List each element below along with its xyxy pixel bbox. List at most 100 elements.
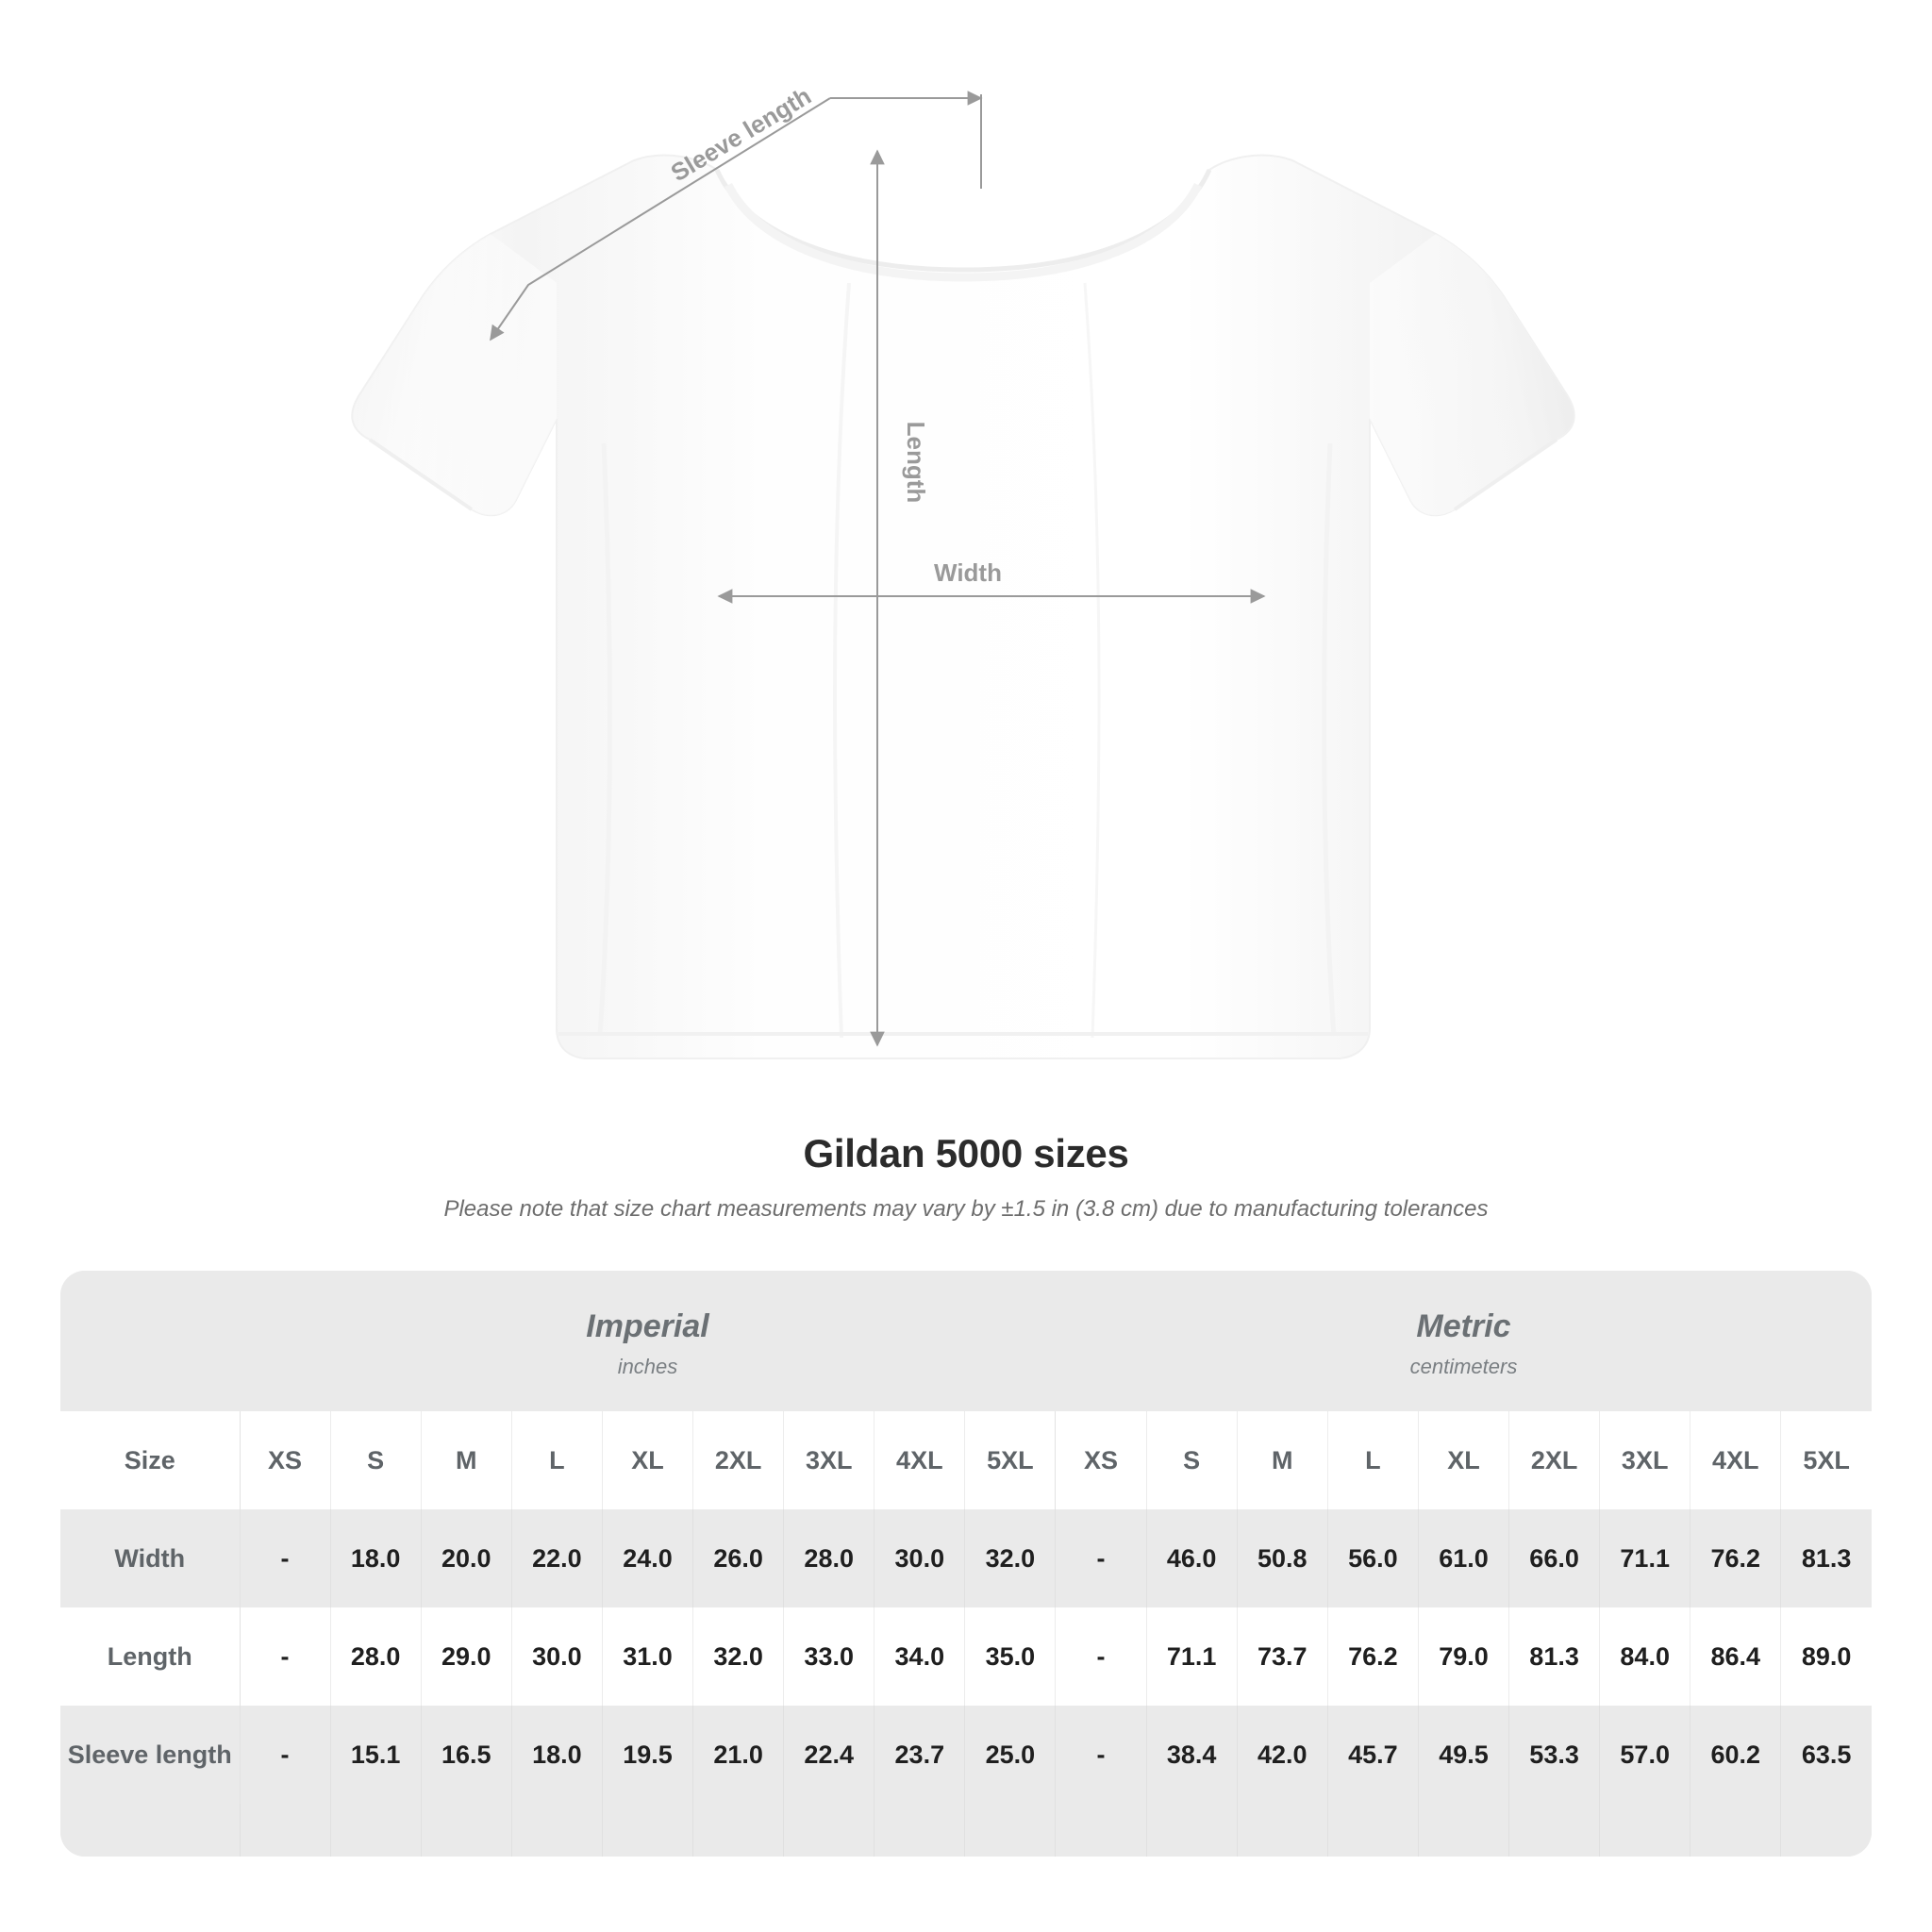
unit-name-metric: Metric	[1416, 1308, 1511, 1344]
unit-header-row: Imperial inches Metric centimeters	[60, 1271, 1872, 1412]
size-header-imperial-s: S	[330, 1411, 422, 1510]
cell-sleeve-imperial-2xl: 21.0	[692, 1706, 785, 1805]
size-header-imperial-2xl: 2XL	[692, 1411, 785, 1510]
unit-name-imperial: Imperial	[586, 1308, 709, 1344]
size-table: Imperial inches Metric centimeters Size …	[60, 1271, 1872, 1857]
cell-length-imperial-3xl: 33.0	[783, 1607, 875, 1707]
size-header-metric-2xl: 2XL	[1508, 1411, 1601, 1510]
size-header-imperial-xs: XS	[240, 1411, 331, 1510]
tshirt-measurement-diagram: Sleeve length Length Width	[351, 81, 1575, 1059]
cell-sleeve-imperial-4xl: 23.7	[874, 1706, 966, 1805]
unit-header-imperial: Imperial inches	[240, 1271, 1056, 1412]
size-header-metric-5xl: 5XL	[1780, 1411, 1872, 1510]
cell-length-metric-5xl: 89.0	[1780, 1607, 1872, 1707]
cell-width-imperial-4xl: 30.0	[874, 1509, 966, 1608]
cell-width-imperial-3xl: 28.0	[783, 1509, 875, 1608]
cell-width-imperial-xl: 24.0	[602, 1509, 694, 1608]
cell-width-metric-5xl: 81.3	[1780, 1509, 1872, 1608]
cell-width-metric-2xl: 66.0	[1508, 1509, 1601, 1608]
cell-sleeve-metric-m: 42.0	[1237, 1706, 1328, 1805]
cell-width-metric-m: 50.8	[1237, 1509, 1328, 1608]
cell-length-imperial-s: 28.0	[330, 1607, 422, 1707]
cell-sleeve-imperial-l: 18.0	[511, 1706, 603, 1805]
size-header-imperial-m: M	[421, 1411, 512, 1510]
length-label: Length	[902, 422, 930, 504]
cell-sleeve-imperial-xs: -	[240, 1706, 331, 1805]
size-header-imperial-xl: XL	[602, 1411, 694, 1510]
title-block: Gildan 5000 sizes Please note that size …	[0, 1131, 1932, 1224]
cell-length-metric-s: 71.1	[1146, 1607, 1238, 1707]
cell-width-metric-xl: 61.0	[1418, 1509, 1510, 1608]
cell-length-imperial-xs: -	[240, 1607, 331, 1707]
row-label-width: Width	[60, 1509, 241, 1608]
cell-width-imperial-s: 18.0	[330, 1509, 422, 1608]
table-row: Width - 18.0 20.0 22.0 24.0 26.0 28.0 30…	[60, 1509, 1872, 1608]
width-label: Width	[934, 558, 1002, 587]
cell-width-metric-xs: -	[1055, 1509, 1147, 1608]
table-bottom-filler	[60, 1804, 1872, 1857]
unit-sub-imperial: inches	[617, 1355, 678, 1379]
cell-sleeve-metric-xl: 49.5	[1418, 1706, 1510, 1805]
cell-width-metric-l: 56.0	[1327, 1509, 1419, 1608]
cell-sleeve-metric-5xl: 63.5	[1780, 1706, 1872, 1805]
unit-sub-metric: centimeters	[1409, 1355, 1518, 1379]
cell-length-imperial-l: 30.0	[511, 1607, 603, 1707]
cell-length-metric-2xl: 81.3	[1508, 1607, 1601, 1707]
row-label-length: Length	[60, 1607, 241, 1707]
cell-length-imperial-5xl: 35.0	[964, 1607, 1057, 1707]
size-header-row: Size XS S M L XL 2XL 3XL 4XL 5XL XS S M …	[60, 1411, 1872, 1510]
cell-sleeve-metric-4xl: 60.2	[1690, 1706, 1782, 1805]
unit-header-spacer	[60, 1271, 240, 1412]
cell-sleeve-imperial-m: 16.5	[421, 1706, 512, 1805]
sleeve-length-label: Sleeve length	[666, 81, 816, 187]
cell-length-imperial-xl: 31.0	[602, 1607, 694, 1707]
table-row: Length - 28.0 29.0 30.0 31.0 32.0 33.0 3…	[60, 1607, 1872, 1707]
cell-sleeve-metric-xs: -	[1055, 1706, 1147, 1805]
size-header-metric-xs: XS	[1055, 1411, 1147, 1510]
cell-width-imperial-l: 22.0	[511, 1509, 603, 1608]
row-label-sleeve-length: Sleeve length	[60, 1706, 241, 1805]
cell-sleeve-metric-2xl: 53.3	[1508, 1706, 1601, 1805]
cell-length-metric-l: 76.2	[1327, 1607, 1419, 1707]
cell-width-metric-s: 46.0	[1146, 1509, 1238, 1608]
cell-sleeve-metric-s: 38.4	[1146, 1706, 1238, 1805]
cell-sleeve-metric-3xl: 57.0	[1599, 1706, 1691, 1805]
size-table-container: Imperial inches Metric centimeters Size …	[60, 1271, 1872, 1857]
cell-width-metric-4xl: 76.2	[1690, 1509, 1782, 1608]
cell-length-metric-4xl: 86.4	[1690, 1607, 1782, 1707]
size-header-imperial-4xl: 4XL	[874, 1411, 966, 1510]
size-header-label: Size	[60, 1411, 241, 1510]
cell-length-imperial-m: 29.0	[421, 1607, 512, 1707]
table-row: Sleeve length - 15.1 16.5 18.0 19.5 21.0…	[60, 1706, 1872, 1805]
size-header-imperial-l: L	[511, 1411, 603, 1510]
cell-sleeve-imperial-xl: 19.5	[602, 1706, 694, 1805]
size-header-metric-3xl: 3XL	[1599, 1411, 1691, 1510]
cell-width-imperial-m: 20.0	[421, 1509, 512, 1608]
tshirt-illustration	[351, 154, 1575, 1059]
cell-sleeve-imperial-s: 15.1	[330, 1706, 422, 1805]
size-header-metric-s: S	[1146, 1411, 1238, 1510]
cell-length-metric-xs: -	[1055, 1607, 1147, 1707]
cell-length-imperial-2xl: 32.0	[692, 1607, 785, 1707]
cell-length-imperial-4xl: 34.0	[874, 1607, 966, 1707]
cell-width-imperial-xs: -	[240, 1509, 331, 1608]
size-header-metric-xl: XL	[1418, 1411, 1510, 1510]
size-header-metric-4xl: 4XL	[1690, 1411, 1782, 1510]
size-header-metric-m: M	[1237, 1411, 1328, 1510]
cell-sleeve-metric-l: 45.7	[1327, 1706, 1419, 1805]
cell-width-imperial-2xl: 26.0	[692, 1509, 785, 1608]
cell-width-imperial-5xl: 32.0	[964, 1509, 1057, 1608]
cell-width-metric-3xl: 71.1	[1599, 1509, 1691, 1608]
width-measure: Width	[717, 558, 1266, 604]
cell-length-metric-m: 73.7	[1237, 1607, 1328, 1707]
cell-length-metric-xl: 79.0	[1418, 1607, 1510, 1707]
unit-header-metric: Metric centimeters	[1055, 1271, 1872, 1412]
cell-length-metric-3xl: 84.0	[1599, 1607, 1691, 1707]
page-subtitle: Please note that size chart measurements…	[443, 1196, 1489, 1223]
cell-sleeve-imperial-5xl: 25.0	[964, 1706, 1057, 1805]
size-header-imperial-5xl: 5XL	[964, 1411, 1057, 1510]
cell-sleeve-imperial-3xl: 22.4	[783, 1706, 875, 1805]
page-title: Gildan 5000 sizes	[803, 1131, 1129, 1175]
size-header-imperial-3xl: 3XL	[783, 1411, 875, 1510]
